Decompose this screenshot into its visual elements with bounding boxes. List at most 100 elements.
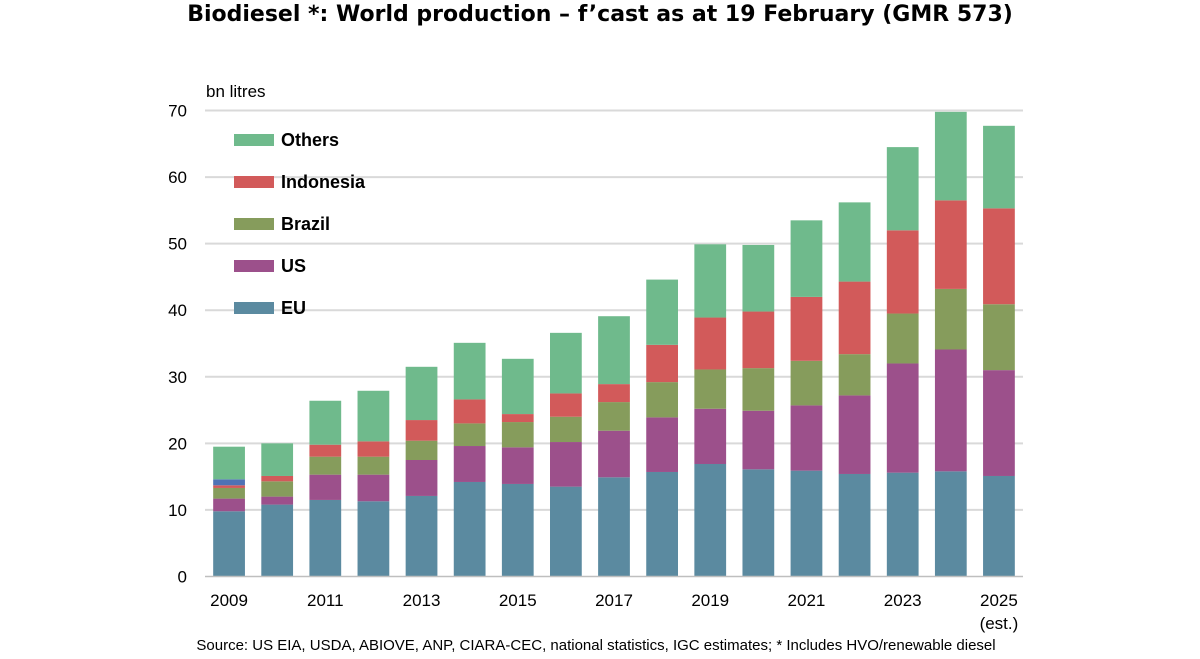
y-tick-label: 30: [168, 368, 187, 387]
bar-segment-us-2016: [550, 442, 582, 487]
x-tick-label: 2009: [210, 591, 248, 610]
bar-segment-eu-2023: [886, 472, 919, 577]
bar-segment-brazil-2012: [357, 456, 390, 475]
y-tick-label: 40: [168, 301, 187, 320]
bar-segment-eu-2010: [261, 504, 294, 577]
bar-segment-eu-2025: [983, 475, 1015, 577]
legend-swatch-brazil: [234, 218, 274, 230]
bar-segment-eu-2017: [598, 477, 630, 577]
y-tick-label: 60: [168, 168, 187, 187]
bar-segment-indonesia-2016: [550, 393, 582, 417]
bar-segment-others-2024: [934, 111, 967, 201]
bar-segment-brazil-2009: [213, 487, 245, 499]
bar-segment-indonesia-2022: [838, 281, 871, 355]
x-tick-label: 2017: [595, 591, 633, 610]
bar-segment-others-2014: [453, 342, 486, 400]
bar-segment-others-2010: [261, 443, 294, 476]
bar-segment-us-2024: [934, 349, 967, 472]
x-tick-labels: 2009 2011 2013 2015 2017 2019 2021 2023 2025 (est…: [210, 591, 1018, 633]
bar-segment-brazil-2016: [550, 416, 582, 443]
bar-segment-others-2011: [309, 400, 342, 445]
bar-segment-indonesia-2024: [934, 200, 967, 289]
y-tick-label: 10: [168, 501, 187, 520]
x-tick-sublabel: (est.): [980, 614, 1019, 633]
bar-segment-eu-2016: [550, 486, 582, 577]
bars: [213, 111, 1015, 577]
bar-segment-others-2021: [790, 220, 823, 297]
bar-segment-brazil-2025: [983, 304, 1015, 371]
bar-segment-indonesia-2018: [646, 344, 678, 383]
bar-segment-brazil-2023: [886, 313, 919, 364]
bar-segment-eu-2021: [790, 470, 823, 577]
bar-segment-others-2018: [646, 279, 678, 345]
bar-segment-others-2020: [742, 244, 775, 312]
bar-segment-indonesia-2012: [357, 441, 390, 457]
bar-segment-brazil-2010: [261, 481, 294, 497]
bar-segment-others-2022: [838, 202, 871, 282]
bar-segment-others-2013: [405, 366, 438, 421]
bar-segment-brazil-2015: [501, 422, 534, 448]
bar-segment-us-2022: [838, 395, 871, 474]
x-tick-label: 2023: [884, 591, 922, 610]
legend-label-brazil: Brazil: [281, 214, 330, 234]
bar-segment-brazil-2011: [309, 456, 342, 475]
bar-segment-others-2017: [598, 316, 630, 385]
x-tick-label: 2019: [691, 591, 729, 610]
bar-segment-eu-2015: [501, 483, 534, 577]
bar-segment-us-2013: [405, 460, 438, 496]
bar-segment-eu-2022: [838, 473, 871, 577]
y-tick-label: 70: [168, 102, 187, 121]
bar-segment-others-2012: [357, 390, 390, 442]
bar-segment-eu-2014: [453, 481, 486, 577]
bar-segment-eu-2011: [309, 499, 342, 577]
bar-segment-indonesia-2021: [790, 296, 823, 361]
x-tick-label: 2011: [307, 591, 344, 610]
x-tick-label: 2013: [403, 591, 441, 610]
bar-segment-others-2019: [694, 244, 727, 318]
bar-segment-others-2025: [983, 125, 1015, 209]
legend-swatch-us: [234, 260, 274, 272]
bar-segment-us-2014: [453, 446, 486, 482]
bar-segment-us-2021: [790, 405, 823, 471]
bar-segment-brazil-2014: [453, 423, 486, 447]
bar-segment-indonesia-2010: [261, 475, 294, 482]
bar-segment-us-2019: [694, 408, 727, 464]
bar-segment-extra-2009: [213, 479, 245, 486]
bar-segment-others-2015: [501, 358, 534, 415]
bar-segment-us-2020: [742, 410, 775, 470]
bar-segment-us-2017: [598, 430, 630, 478]
bar-segment-eu-2009: [213, 511, 245, 577]
chart-title: Biodiesel *: World production – f’cast a…: [187, 2, 1013, 27]
source-note: Source: US EIA, USDA, ABIOVE, ANP, CIARA…: [196, 637, 996, 654]
bar-segment-brazil-2017: [598, 402, 630, 431]
x-tick-label: 2021: [788, 591, 826, 610]
legend-swatch-others: [234, 134, 274, 146]
bar-segment-indonesia-2014: [453, 399, 486, 424]
bar-segment-brazil-2020: [742, 368, 775, 411]
bar-segment-eu-2018: [646, 471, 678, 577]
bar-segment-indonesia-2015: [501, 414, 534, 423]
bar-segment-indonesia-2025: [983, 208, 1015, 305]
bar-segment-brazil-2021: [790, 360, 823, 406]
x-tick-label: 2015: [499, 591, 537, 610]
bar-segment-brazil-2024: [934, 288, 967, 350]
bar-segment-us-2010: [261, 496, 294, 505]
bar-segment-us-2011: [309, 474, 342, 500]
bar-segment-indonesia-2011: [309, 444, 342, 457]
y-tick-label: 0: [178, 568, 187, 587]
bar-segment-brazil-2018: [646, 382, 678, 418]
bar-segment-brazil-2013: [405, 440, 438, 460]
bar-segment-eu-2013: [405, 495, 438, 577]
y-tick-label: 20: [168, 434, 187, 453]
bar-segment-brazil-2019: [694, 369, 727, 409]
bar-segment-us-2023: [886, 363, 919, 473]
bar-segment-others-2009: [213, 446, 245, 480]
legend-label-us: US: [281, 256, 306, 276]
bar-segment-others-2016: [550, 332, 582, 394]
y-axis-label: bn litres: [206, 82, 266, 101]
bar-segment-others-2023: [886, 147, 919, 231]
bar-segment-us-2018: [646, 417, 678, 472]
bar-segment-indonesia-2009: [213, 485, 245, 488]
bar-segment-indonesia-2013: [405, 420, 438, 441]
